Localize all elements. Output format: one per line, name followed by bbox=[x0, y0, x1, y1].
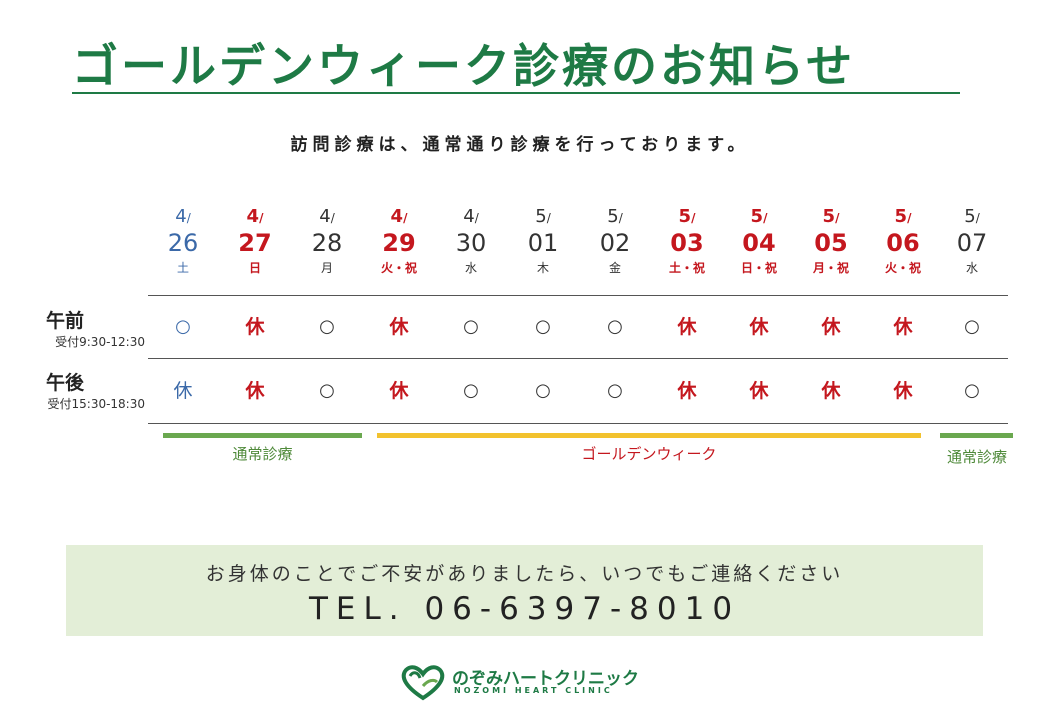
schedule-cell: ○ bbox=[319, 316, 335, 337]
row-label-title: 午前 bbox=[45, 310, 84, 332]
schedule-cell: 休 bbox=[749, 316, 769, 338]
schedule-cell: 休 bbox=[677, 380, 697, 402]
date-weekday: 木 bbox=[536, 261, 549, 275]
date-day: 06 bbox=[886, 229, 920, 257]
date-column: 5/ 02 金 bbox=[579, 206, 651, 278]
schedule-cell: ○ bbox=[607, 316, 623, 337]
contact-box: お身体のことでご不安がありましたら、いつでもご連絡ください TEL. 06-63… bbox=[66, 545, 983, 636]
period-label-normal: 通常診療 bbox=[232, 445, 293, 463]
date-weekday: 月 bbox=[320, 261, 333, 275]
date-day: 29 bbox=[382, 229, 416, 257]
date-column: 4/ 27 日 bbox=[219, 206, 291, 278]
schedule-cell: 休 bbox=[677, 316, 697, 338]
date-column: 4/ 28 月 bbox=[291, 206, 363, 278]
clinic-logo: のぞみハートクリニック NOZOMI HEART CLINIC bbox=[398, 662, 648, 702]
date-month: 4 bbox=[319, 206, 331, 227]
row-label-hours: 受付15:30-18:30 bbox=[47, 397, 146, 411]
date-day: 30 bbox=[455, 229, 487, 257]
schedule-cell: 休 bbox=[389, 316, 409, 338]
date-weekday: 金 bbox=[608, 261, 621, 275]
page-title: ゴールデンウィーク診療のお知らせ bbox=[72, 39, 856, 93]
date-month: 5 bbox=[607, 206, 619, 227]
schedule-cell: 休 bbox=[893, 316, 913, 338]
schedule-cell: 休 bbox=[389, 380, 409, 402]
date-weekday: 土 bbox=[176, 261, 189, 275]
date-column: 5/ 01 木 bbox=[507, 206, 579, 278]
schedule-cell: ○ bbox=[463, 316, 479, 337]
row-label-morning: 午前 受付9:30-12:30 bbox=[20, 306, 145, 350]
row-label-afternoon: 午後 受付15:30-18:30 bbox=[20, 368, 145, 412]
date-month: 5 bbox=[822, 206, 836, 227]
date-month: 5 bbox=[894, 206, 908, 227]
period-bar-golden-week bbox=[377, 433, 921, 438]
date-day: 01 bbox=[527, 229, 559, 257]
date-weekday: 日・祝 bbox=[740, 261, 777, 275]
date-column: 5/ 04 日・祝 bbox=[723, 206, 795, 278]
schedule-cell: ○ bbox=[964, 380, 980, 401]
schedule-cell: 休 bbox=[173, 380, 193, 402]
date-month: 4 bbox=[463, 206, 475, 227]
date-month: 4 bbox=[175, 206, 187, 227]
date-month: 5 bbox=[964, 206, 976, 227]
date-weekday: 日 bbox=[248, 261, 261, 275]
schedule-cell: ○ bbox=[607, 380, 623, 401]
date-month: 4 bbox=[390, 206, 404, 227]
schedule-cell: ○ bbox=[964, 316, 980, 337]
table-line bbox=[148, 423, 1008, 424]
date-weekday: 月・祝 bbox=[812, 261, 849, 275]
date-column: 4/ 30 水 bbox=[435, 206, 507, 278]
date-day: 27 bbox=[238, 229, 272, 257]
contact-message: お身体のことでご不安がありましたら、いつでもご連絡ください bbox=[205, 563, 844, 585]
date-month: 5 bbox=[750, 206, 764, 227]
schedule-cell: ○ bbox=[319, 380, 335, 401]
table-line bbox=[148, 295, 1008, 296]
contact-phone: TEL. 06-6397-8010 bbox=[308, 591, 741, 627]
date-weekday: 土・祝 bbox=[668, 261, 705, 275]
schedule-cell: 休 bbox=[893, 380, 913, 402]
table-line bbox=[148, 358, 1008, 359]
schedule-cell: 休 bbox=[245, 316, 265, 338]
date-column: 4/ 26 土 bbox=[147, 206, 219, 278]
schedule-cell: 休 bbox=[749, 380, 769, 402]
schedule-cell: ○ bbox=[535, 380, 551, 401]
row-label-title: 午後 bbox=[45, 372, 84, 394]
date-weekday: 火・祝 bbox=[380, 261, 417, 275]
schedule-cell: 休 bbox=[821, 380, 841, 402]
schedule-cell: 休 bbox=[821, 316, 841, 338]
date-column: 5/ 03 土・祝 bbox=[651, 206, 723, 278]
clinic-name: のぞみハートクリニック bbox=[452, 669, 639, 689]
period-bar-normal bbox=[163, 433, 362, 438]
heart-icon bbox=[401, 665, 445, 701]
date-day: 04 bbox=[742, 229, 776, 257]
schedule-cell: ○ bbox=[535, 316, 551, 337]
date-day: 05 bbox=[814, 229, 848, 257]
date-day: 02 bbox=[599, 229, 631, 257]
date-weekday: 水 bbox=[965, 261, 978, 275]
schedule-cell: 休 bbox=[245, 380, 265, 402]
date-column: 5/ 05 月・祝 bbox=[795, 206, 867, 278]
schedule-cell: ○ bbox=[175, 316, 191, 337]
date-weekday: 火・祝 bbox=[884, 261, 921, 275]
date-weekday: 水 bbox=[464, 261, 477, 275]
date-day: 07 bbox=[956, 229, 988, 257]
row-label-hours: 受付9:30-12:30 bbox=[55, 335, 145, 349]
clinic-name-en: NOZOMI HEART CLINIC bbox=[454, 686, 613, 695]
date-day: 28 bbox=[311, 229, 343, 257]
date-day: 26 bbox=[167, 229, 199, 257]
schedule-cell: ○ bbox=[463, 380, 479, 401]
date-column: 4/ 29 火・祝 bbox=[363, 206, 435, 278]
subtitle: 訪問診療は、通常通り診療を行っております。 bbox=[290, 135, 750, 155]
date-month: 5 bbox=[535, 206, 547, 227]
period-label-golden-week: ゴールデンウィーク bbox=[581, 445, 717, 463]
title-underline bbox=[72, 92, 960, 94]
date-column: 5/ 06 火・祝 bbox=[867, 206, 939, 278]
period-label-normal: 通常診療 bbox=[946, 448, 1007, 466]
date-month: 5 bbox=[678, 206, 692, 227]
period-bar-normal bbox=[940, 433, 1013, 438]
date-day: 03 bbox=[670, 229, 704, 257]
date-column: 5/ 07 水 bbox=[936, 206, 1008, 278]
date-month: 4 bbox=[246, 206, 260, 227]
